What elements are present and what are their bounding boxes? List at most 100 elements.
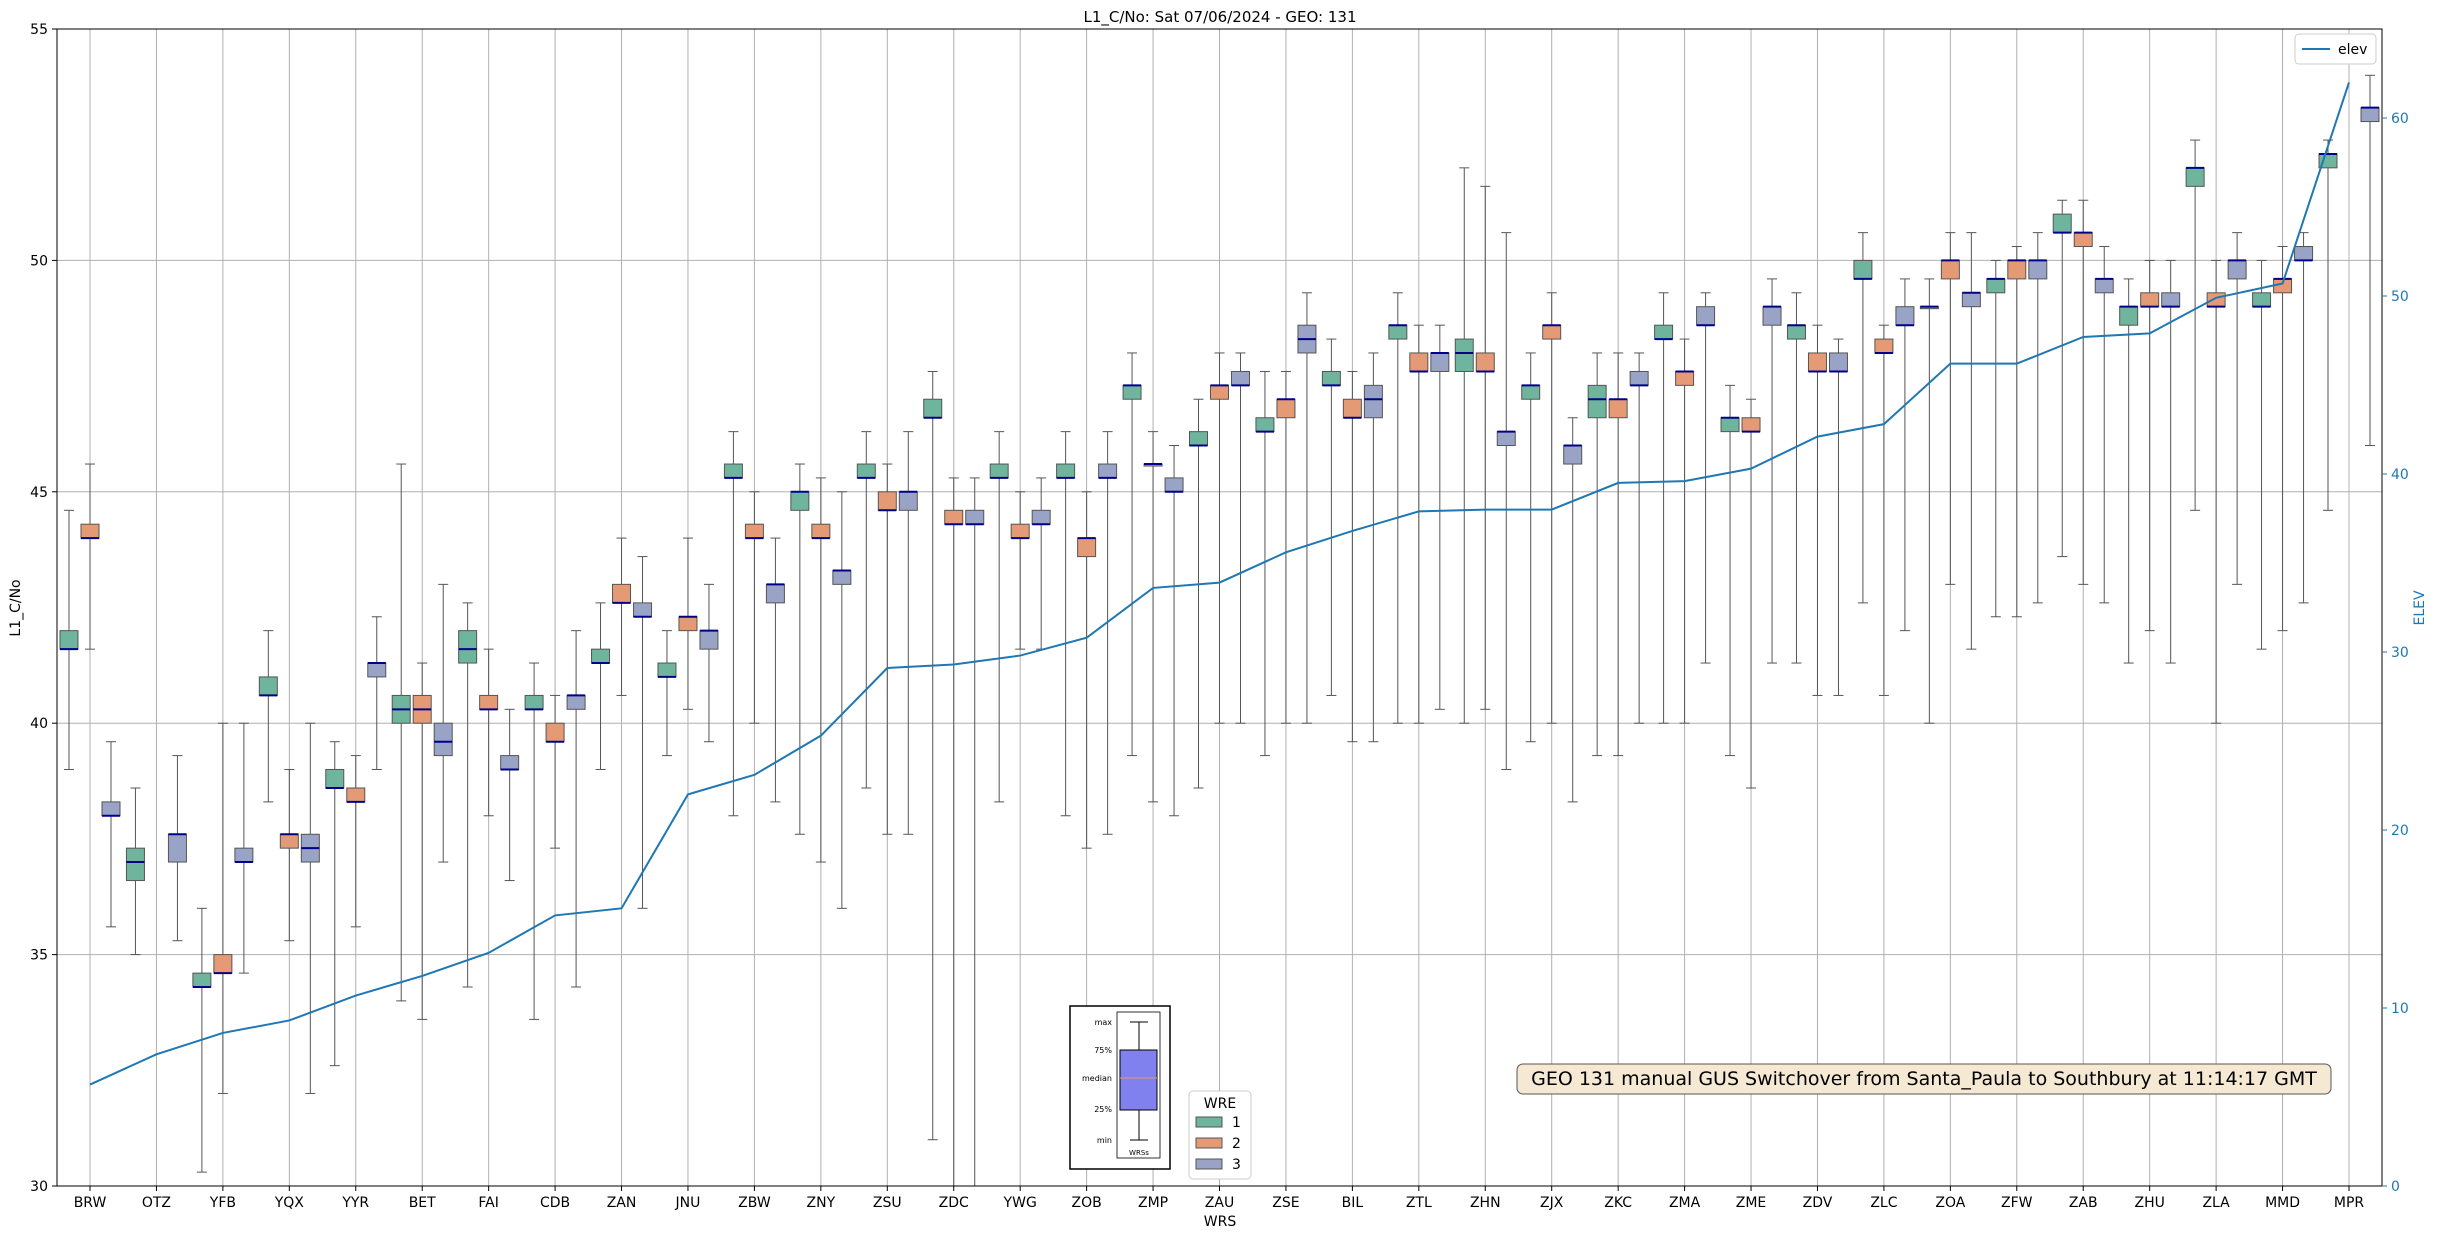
- box-zse-wre1: [1255, 370, 1275, 757]
- x-tick-label-ztl: ZTL: [1406, 1195, 1432, 1211]
- x-tick-label-zsu: ZSU: [873, 1195, 902, 1211]
- box-zhn-wre2: [1475, 185, 1495, 710]
- box-zny-wre3: [832, 491, 852, 909]
- box-zme-wre1: [1720, 384, 1740, 757]
- box-zdc-wre3: [965, 477, 985, 1187]
- x-tick-label-yqx: YQX: [274, 1195, 305, 1211]
- box-yfb-wre1-body: [192, 972, 212, 988]
- legend-elev: elev: [2294, 33, 2377, 65]
- y-right-tick-label-10: 10: [2391, 1001, 2409, 1017]
- box-zob-wre3: [1098, 431, 1118, 835]
- x-tick-label-mpr: MPR: [2334, 1195, 2365, 1211]
- box-zhu-wre1: [2119, 278, 2139, 664]
- box-zdc-wre2: [944, 477, 964, 1187]
- box-brw-wre3: [101, 741, 121, 928]
- box-brw-wre3-body: [101, 801, 121, 817]
- box-zla-wre2-body: [2206, 292, 2226, 308]
- box-zbw-wre3-body: [765, 583, 785, 604]
- y-tick-label-35: 35: [30, 948, 48, 964]
- box-zfw-wre1: [1986, 259, 2006, 618]
- x-tick-label-ywg: YWG: [1003, 1195, 1037, 1211]
- x-tick-label-zma: ZMA: [1669, 1195, 1701, 1211]
- box-zme-wre3-body: [1762, 306, 1782, 326]
- box-zjx-wre2: [1542, 292, 1562, 724]
- box-zma-wre2-body: [1675, 370, 1695, 386]
- y-right-tick-label-30: 30: [2391, 645, 2409, 661]
- box-plots: [59, 74, 2380, 1187]
- legend-wre-swatch-2: [1195, 1137, 1223, 1149]
- x-tick-label-yfb: YFB: [209, 1195, 236, 1211]
- box-yqx-wre2: [279, 768, 299, 942]
- x-tick-label-zhn: ZHN: [1470, 1195, 1501, 1211]
- box-cdb-wre1: [524, 662, 544, 1020]
- box-zhu-wre1-body: [2119, 306, 2139, 326]
- x-tick-label-zau: ZAU: [1205, 1195, 1234, 1211]
- x-tick-label-zse: ZSE: [1272, 1195, 1299, 1211]
- x-tick-label-zab: ZAB: [2069, 1195, 2098, 1211]
- box-zmp-wre1: [1122, 352, 1142, 757]
- box-zjx-wre3: [1563, 417, 1583, 803]
- box-zdv-wre2: [1807, 324, 1827, 696]
- key-label-25: 25%: [1094, 1105, 1112, 1114]
- box-mmd-wre3-body: [2294, 246, 2314, 261]
- box-yfb-wre3: [234, 722, 254, 974]
- box-zau-wre1: [1189, 398, 1208, 789]
- box-jnu-wre2: [678, 537, 698, 710]
- box-ztl-wre3-body: [1430, 352, 1450, 372]
- box-brw-wre2-body: [80, 523, 100, 539]
- box-zse-wre3: [1297, 292, 1317, 724]
- key-label-min: min: [1097, 1136, 1112, 1145]
- chart-title: L1_C/No: Sat 07/06/2024 - GEO: 131: [1083, 8, 1356, 27]
- box-zla-wre2: [2206, 259, 2226, 724]
- box-zdv-wre2-body: [1807, 352, 1827, 372]
- x-tick-label-yyr: YYR: [341, 1195, 369, 1211]
- box-key-explainer: max 75% median 25% min WRSs: [1069, 1005, 1171, 1170]
- box-mpr-wre3: [2360, 74, 2380, 447]
- box-zoa-wre3: [1961, 232, 1981, 650]
- legend-wre-label-3: 3: [1232, 1157, 1241, 1173]
- box-zab-wre3-body: [2094, 278, 2114, 294]
- box-zme-wre2-body: [1741, 417, 1761, 433]
- box-zdc-wre3-body: [965, 509, 985, 525]
- box-zfw-wre3-body: [2028, 259, 2048, 280]
- box-mpr-wre3-body: [2360, 107, 2380, 123]
- box-zbw-wre2-body: [744, 523, 764, 539]
- box-otz-wre1: [125, 787, 145, 956]
- box-ywg-wre1: [989, 431, 1009, 803]
- legend-wre-frame: [1188, 1090, 1252, 1180]
- box-yqx-wre1: [258, 630, 278, 803]
- x-axis-label: WRS: [1204, 1214, 1237, 1230]
- box-zse-wre2-body: [1276, 398, 1296, 419]
- x-tick-label-cdb: CDB: [540, 1195, 570, 1211]
- box-zfw-wre2: [2007, 246, 2027, 618]
- x-tick-label-zan: ZAN: [607, 1195, 637, 1211]
- x-tick-label-bil: BIL: [1342, 1195, 1364, 1211]
- y-right-tick-label-40: 40: [2391, 467, 2409, 483]
- box-zhu-wre2: [2140, 259, 2160, 632]
- x-tick-label-zdv: ZDV: [1803, 1195, 1833, 1211]
- box-fai-wre2-body: [479, 694, 499, 710]
- box-fai-wre1-body: [458, 630, 478, 664]
- box-yfb-wre3-body: [234, 847, 254, 863]
- legend-wre: WRE 1 2 3: [1188, 1090, 1252, 1180]
- box-zdv-wre3: [1828, 338, 1848, 696]
- box-zoa-wre3-body: [1961, 292, 1981, 308]
- box-zkc-wre1: [1587, 352, 1607, 757]
- y-right-tick-label-50: 50: [2391, 289, 2409, 305]
- box-zjx-wre1: [1521, 352, 1541, 743]
- box-zmp-wre3-body: [1164, 477, 1184, 493]
- box-bet-wre2: [412, 662, 432, 1020]
- box-otz-wre1-body: [125, 847, 145, 882]
- box-zfw-wre2-body: [2007, 259, 2027, 280]
- box-mmd-wre1-body: [2252, 292, 2272, 308]
- box-zla-wre3-body: [2227, 259, 2247, 280]
- x-tick-label-otz: OTZ: [142, 1195, 171, 1211]
- x-tick-label-bet: BET: [409, 1195, 436, 1211]
- legend-wre-title: WRE: [1204, 1096, 1236, 1112]
- x-tick-label-zme: ZME: [1736, 1195, 1767, 1211]
- x-tick-label-zmp: ZMP: [1138, 1195, 1168, 1211]
- box-jnu-wre3-body: [699, 630, 719, 650]
- box-fai-wre3-body: [500, 755, 520, 770]
- y-axis-right-label: ELEV: [2412, 590, 2428, 625]
